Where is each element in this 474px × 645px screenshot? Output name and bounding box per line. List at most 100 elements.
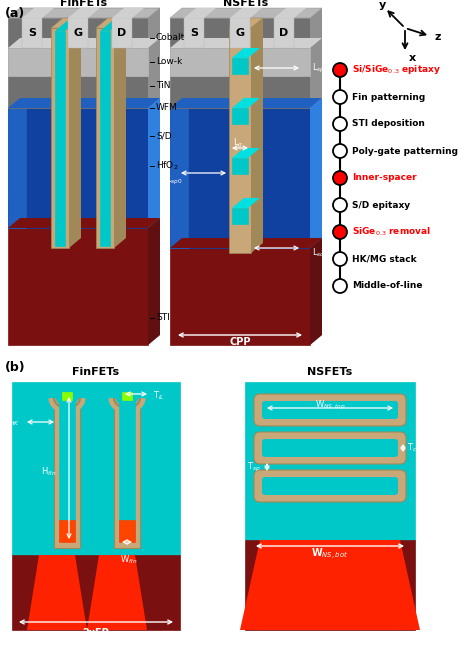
Text: Inner-spacer: Inner-spacer <box>352 174 417 183</box>
Polygon shape <box>310 8 322 345</box>
Polygon shape <box>274 8 306 18</box>
Bar <box>232 108 248 124</box>
Polygon shape <box>170 238 322 248</box>
Bar <box>245 382 415 540</box>
Bar <box>170 108 188 248</box>
Circle shape <box>333 63 347 77</box>
Bar <box>8 18 148 108</box>
Bar <box>119 395 135 540</box>
Bar <box>230 18 250 48</box>
Text: NSFETs: NSFETs <box>307 367 353 377</box>
Text: STI deposition: STI deposition <box>352 119 425 128</box>
Polygon shape <box>184 8 216 18</box>
Bar <box>122 392 132 400</box>
Text: G: G <box>236 28 245 38</box>
Circle shape <box>333 252 347 266</box>
Text: L$_{sp1}$: L$_{sp1}$ <box>312 61 328 75</box>
FancyBboxPatch shape <box>262 439 398 457</box>
Bar <box>232 208 248 224</box>
FancyBboxPatch shape <box>254 470 406 502</box>
Bar <box>55 31 65 246</box>
Bar <box>68 18 88 48</box>
Polygon shape <box>310 98 322 248</box>
Text: T$_{ch}$: T$_{ch}$ <box>407 442 421 454</box>
Text: (b): (b) <box>5 361 26 375</box>
Polygon shape <box>232 198 260 208</box>
Text: NSFETs: NSFETs <box>223 0 269 8</box>
Polygon shape <box>87 555 147 630</box>
Polygon shape <box>170 8 322 18</box>
Bar <box>232 158 248 174</box>
FancyBboxPatch shape <box>262 477 398 495</box>
Text: L$_g$: L$_g$ <box>233 137 243 150</box>
Text: HfO$_2$: HfO$_2$ <box>156 160 179 172</box>
Text: TiN: TiN <box>156 81 171 90</box>
Text: Low-k: Low-k <box>156 57 182 66</box>
Bar <box>96 28 114 248</box>
Polygon shape <box>112 8 144 18</box>
Polygon shape <box>51 18 81 28</box>
FancyBboxPatch shape <box>262 401 398 419</box>
Bar <box>170 48 310 76</box>
Text: W$_{fin}$: W$_{fin}$ <box>120 554 137 566</box>
Text: WFM: WFM <box>156 103 178 112</box>
Text: S/D: S/D <box>156 132 172 141</box>
Text: FinFETs: FinFETs <box>73 367 119 377</box>
Text: S: S <box>190 28 198 38</box>
Polygon shape <box>148 8 160 345</box>
Text: S/D epitaxy: S/D epitaxy <box>352 201 410 210</box>
Polygon shape <box>22 8 54 18</box>
Text: CPP: CPP <box>229 337 251 347</box>
Text: D: D <box>279 28 289 38</box>
Text: T$_{HK}$: T$_{HK}$ <box>4 416 20 428</box>
Text: Cobalt: Cobalt <box>156 34 185 43</box>
Text: STI: STI <box>156 313 170 322</box>
Text: 2xFP: 2xFP <box>82 628 109 638</box>
Bar <box>8 108 148 228</box>
Polygon shape <box>8 98 160 108</box>
Polygon shape <box>69 18 81 248</box>
Bar <box>229 28 251 253</box>
Circle shape <box>333 144 347 158</box>
Text: T$_{sp}$: T$_{sp}$ <box>247 461 261 473</box>
Polygon shape <box>114 18 126 248</box>
Polygon shape <box>230 8 262 18</box>
Polygon shape <box>232 148 260 158</box>
Bar <box>12 555 180 630</box>
Bar <box>12 382 180 555</box>
Text: z: z <box>435 32 441 42</box>
Polygon shape <box>232 98 260 108</box>
Bar <box>184 18 204 48</box>
Bar <box>119 520 135 542</box>
FancyBboxPatch shape <box>254 432 406 464</box>
Polygon shape <box>68 8 100 18</box>
Bar <box>62 392 72 400</box>
Circle shape <box>333 90 347 104</box>
Polygon shape <box>170 98 322 108</box>
Bar <box>170 218 310 345</box>
FancyBboxPatch shape <box>254 394 406 426</box>
Polygon shape <box>229 18 263 28</box>
Bar <box>245 540 415 630</box>
Text: Poly-gate patterning: Poly-gate patterning <box>352 146 458 155</box>
Polygon shape <box>55 21 77 31</box>
Text: Fin patterning: Fin patterning <box>352 92 425 101</box>
Bar <box>112 18 132 48</box>
Polygon shape <box>240 540 420 630</box>
Text: L$_{sp0}$: L$_{sp0}$ <box>165 174 182 186</box>
Text: FinFETs: FinFETs <box>61 0 108 8</box>
Text: y: y <box>378 0 386 10</box>
Polygon shape <box>96 18 126 28</box>
Polygon shape <box>8 38 160 48</box>
Circle shape <box>333 279 347 293</box>
Circle shape <box>333 171 347 185</box>
Bar <box>51 28 69 248</box>
Polygon shape <box>310 238 322 345</box>
Polygon shape <box>27 555 87 630</box>
Text: D: D <box>118 28 127 38</box>
Text: (a): (a) <box>5 8 25 21</box>
Text: T$_{IL}$: T$_{IL}$ <box>153 390 165 402</box>
Bar <box>8 48 148 76</box>
Text: G: G <box>73 28 82 38</box>
Bar <box>59 395 75 540</box>
